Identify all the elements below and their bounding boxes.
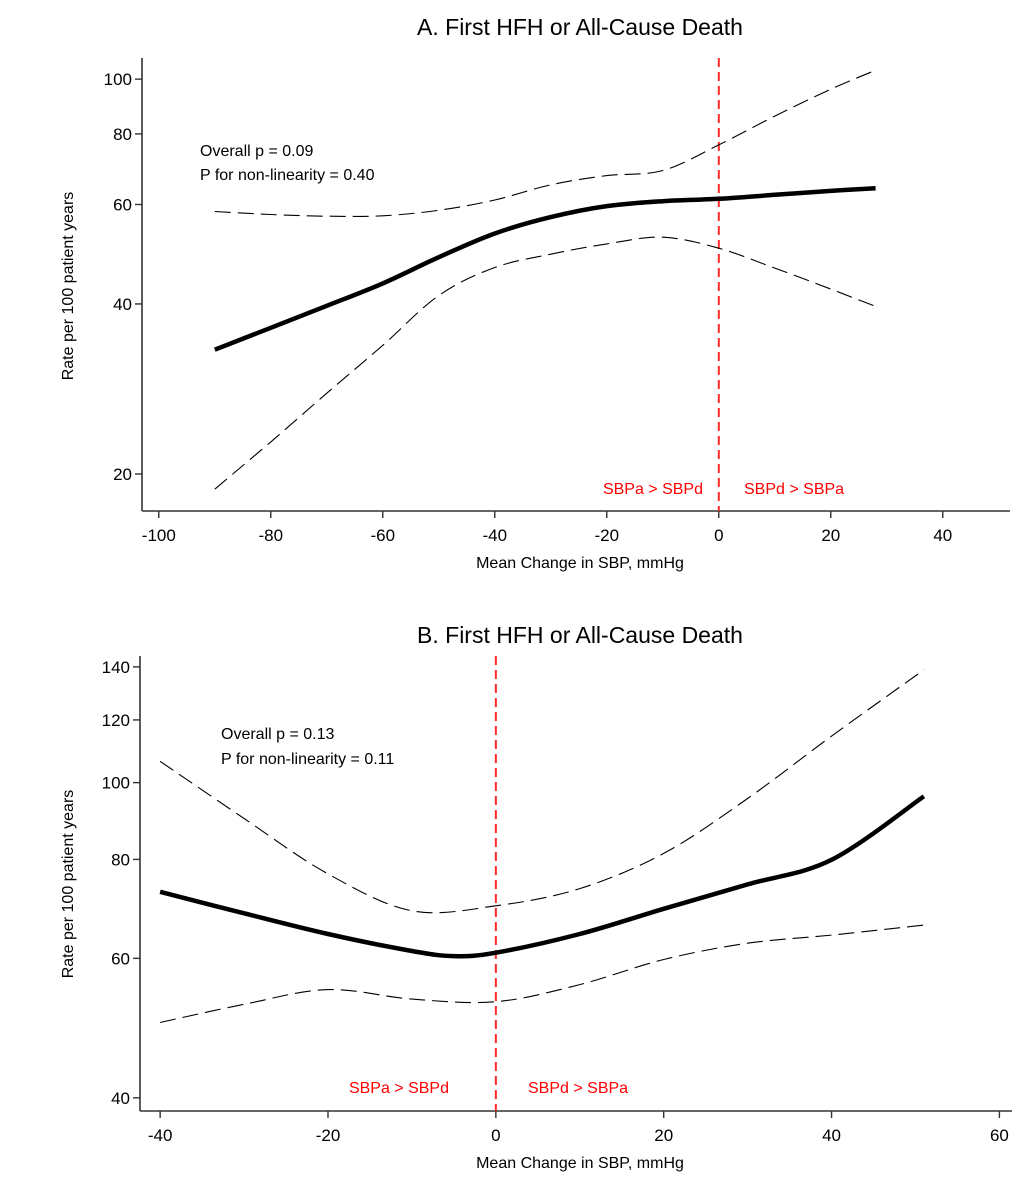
panel-a-y-tick-label: 20: [113, 465, 132, 484]
panel-a-x-tick-label: -60: [371, 526, 396, 545]
panel-b-x-tick-label: 40: [822, 1126, 841, 1145]
panel-a-x-tick-label: 40: [933, 526, 952, 545]
panel-b-y-tick-label: 100: [102, 774, 130, 793]
panel-b-overall-p: Overall p = 0.13: [221, 726, 335, 743]
panel-b-y-tick-label: 140: [102, 658, 130, 677]
panel-b-y-axis-label: Rate per 100 patient years: [60, 790, 77, 979]
panel-a: A. First HFH or All-Cause Death Rate per…: [60, 14, 1010, 572]
panel-b-y-tick-label: 40: [111, 1089, 130, 1108]
panel-b-x-tick-label: 60: [990, 1126, 1009, 1145]
panel-a-x-tick-label: -40: [483, 526, 508, 545]
panel-b-y-tick-label: 80: [111, 850, 130, 869]
panel-b-title: B. First HFH or All-Cause Death: [417, 622, 743, 648]
panel-b-marks: -40 -20 0 20 40 60 40 60 80 100 120 140: [102, 656, 1012, 1145]
panel-a-estimate-line: [213, 186, 876, 352]
panel-a-x-tick-label: 20: [821, 526, 840, 545]
panel-a-lower-ci-line: [214, 236, 876, 490]
panel-a-nonlinearity-p: P for non-linearity = 0.40: [200, 167, 375, 184]
panel-a-y-tick-label: 80: [113, 125, 132, 144]
panel-b-upper-ci-line: [159, 669, 925, 914]
panel-a-x-tick-label: -80: [259, 526, 284, 545]
panel-b-x-tick-label: 20: [654, 1126, 673, 1145]
panel-a-upper-ci-line: [214, 69, 876, 217]
panel-b-x-axis-label: Mean Change in SBP, mmHg: [476, 1155, 684, 1172]
panel-b: B. First HFH or All-Cause Death Rate per…: [60, 622, 1012, 1172]
panel-b-x-tick-label: -40: [148, 1126, 173, 1145]
panel-b-lower-ci-line: [159, 924, 924, 1024]
panel-b-nonlinearity-p: P for non-linearity = 0.11: [221, 751, 394, 768]
panel-b-region-left-label: SBPa > SBPd: [349, 1080, 449, 1097]
panel-a-y-tick-label: 100: [104, 70, 132, 89]
panel-b-x-tick-label: -20: [316, 1126, 341, 1145]
panel-a-y-tick-label: 40: [113, 295, 132, 314]
panel-b-region-right-label: SBPd > SBPa: [528, 1080, 628, 1097]
panel-a-x-tick-label: -100: [142, 526, 176, 545]
panel-b-y-tick-label: 120: [102, 711, 130, 730]
panel-a-x-tick-label: 0: [714, 526, 723, 545]
panel-a-title: A. First HFH or All-Cause Death: [417, 14, 743, 40]
panel-a-x-axis-label: Mean Change in SBP, mmHg: [476, 555, 684, 572]
panel-a-region-right-label: SBPd > SBPa: [744, 481, 844, 498]
panel-a-overall-p: Overall p = 0.09: [200, 143, 314, 160]
panel-a-region-left-label: SBPa > SBPd: [603, 481, 703, 498]
panel-b-estimate-line: [159, 794, 926, 959]
panel-b-y-tick-label: 60: [111, 949, 130, 968]
panel-a-y-axis-label: Rate per 100 patient years: [60, 192, 77, 381]
panel-a-y-tick-label: 60: [113, 195, 132, 214]
panel-a-x-tick-label: -20: [595, 526, 620, 545]
panel-a-marks: -100 -80 -60 -40 -20 0 20 40 20 40 60 80 100: [104, 58, 1010, 545]
panel-b-x-tick-label: 0: [491, 1126, 500, 1145]
